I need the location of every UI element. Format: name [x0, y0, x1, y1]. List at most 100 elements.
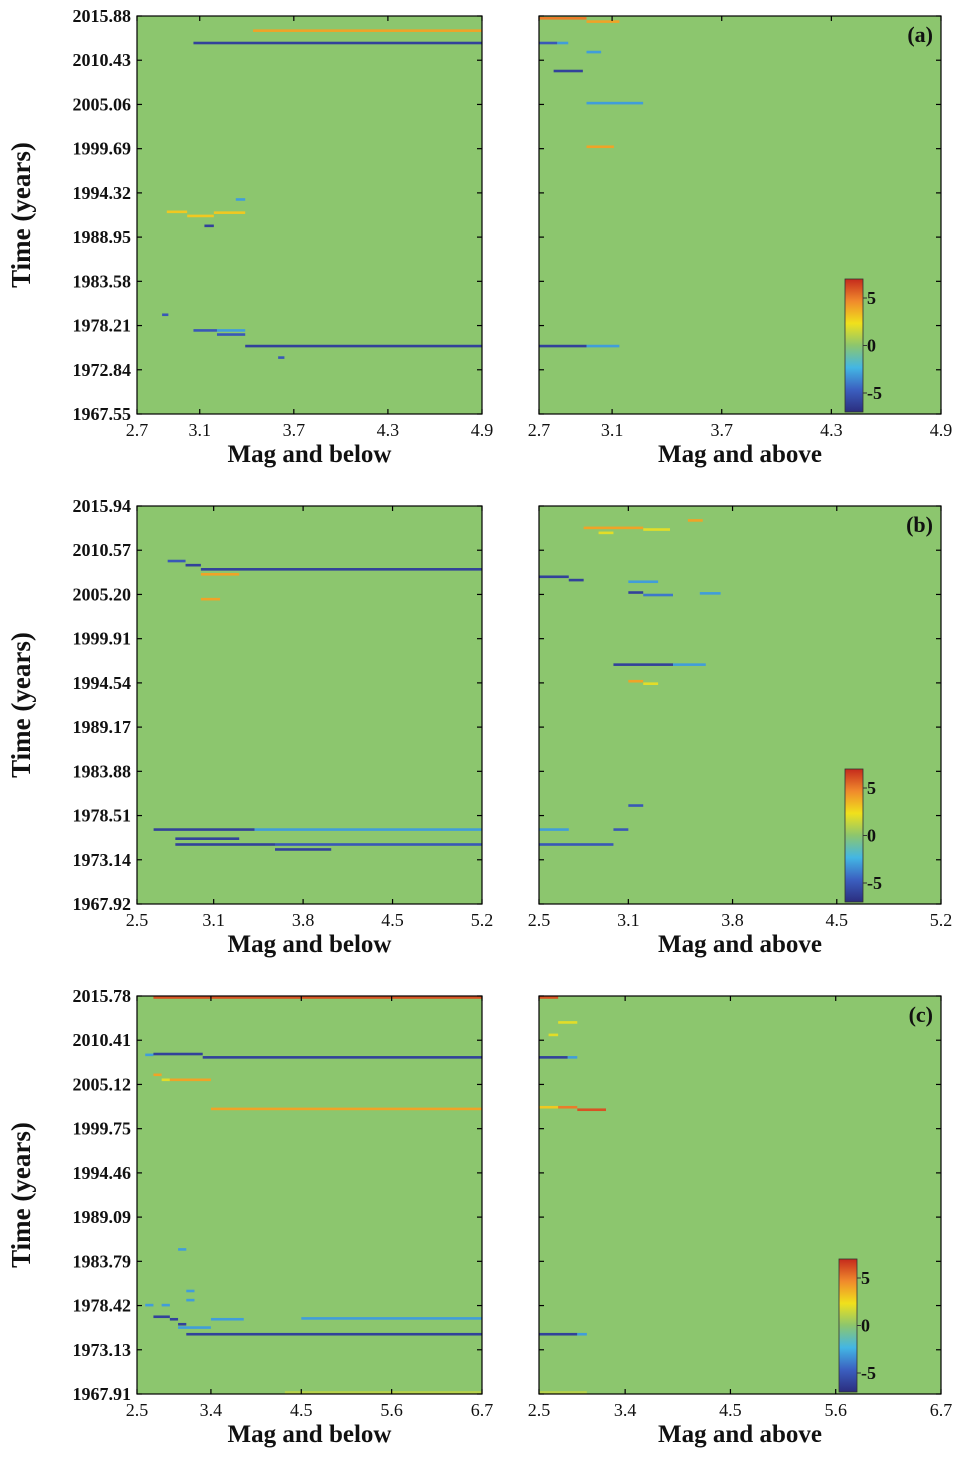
- y-tick-label: 1972.84: [73, 360, 132, 380]
- y-tick-label: 1983.58: [73, 271, 132, 291]
- heat-segment: [557, 41, 569, 45]
- heat-segment: [539, 828, 569, 831]
- panel-label: (b): [906, 512, 933, 537]
- x-axis-label: Mag and above: [658, 441, 822, 468]
- heat-segment: [628, 804, 644, 807]
- x-tick-label: 2.7: [126, 420, 149, 440]
- heat-segment: [586, 50, 602, 54]
- heat-segment: [145, 1303, 154, 1307]
- x-tick-label: 5.6: [380, 1400, 403, 1420]
- x-tick-label: 4.3: [820, 420, 843, 440]
- y-tick-label: 2005.06: [73, 94, 132, 114]
- heat-segment: [628, 591, 644, 594]
- colorbar-tick-label: 5: [861, 1268, 870, 1288]
- heat-segment: [254, 828, 482, 831]
- panel-b-above: 2.5 3.1 3.8 4.5 5.2 Mag and above (b) 5 0 -5: [528, 505, 953, 958]
- heat-segment: [200, 568, 482, 571]
- heat-segment: [153, 996, 482, 999]
- heat-segment: [568, 578, 584, 582]
- y-tick-label: 1999.91: [73, 629, 132, 649]
- heat-segment: [586, 145, 614, 149]
- heat-segment: [577, 1332, 587, 1336]
- heat-segment: [193, 41, 483, 45]
- colorbar: [838, 1258, 858, 1393]
- x-tick-label: 2.5: [126, 1400, 149, 1420]
- panel-label: (c): [909, 1002, 933, 1027]
- heat-segment: [598, 531, 614, 535]
- heat-segment: [186, 1298, 195, 1302]
- x-tick-label: 3.8: [292, 910, 315, 930]
- y-tick-label: 1967.91: [73, 1384, 132, 1404]
- heat-segment: [216, 329, 246, 332]
- y-axis-label: Time (years): [6, 142, 36, 288]
- heat-segment: [185, 563, 201, 567]
- colorbar-tick-label: 0: [867, 826, 876, 846]
- heat-segment: [539, 996, 559, 999]
- panel-c-above: 2.5 3.4 4.5 5.6 6.7 Mag and above (c) 5 0 -5: [528, 995, 953, 1448]
- x-axis-label: Mag and above: [658, 1421, 822, 1448]
- heat-segment: [586, 101, 644, 105]
- heat-segment: [586, 344, 620, 348]
- heat-segment: [539, 575, 569, 579]
- heat-segment: [284, 1391, 482, 1394]
- x-tick-label: 3.1: [188, 420, 211, 440]
- y-tick-label: 2005.12: [73, 1074, 132, 1094]
- x-tick-label: 4.5: [381, 910, 404, 930]
- x-axis-label: Mag and below: [228, 441, 392, 468]
- heat-segment: [539, 1332, 578, 1336]
- y-tick-label: 1989.17: [73, 717, 132, 737]
- x-tick-label: 4.3: [377, 420, 400, 440]
- y-tick-label: 1989.09: [73, 1207, 132, 1227]
- colorbar: [844, 278, 864, 413]
- heat-segment: [210, 1107, 482, 1111]
- heat-segment: [548, 1033, 559, 1037]
- heat-segment: [673, 663, 706, 666]
- heat-segment: [245, 344, 482, 348]
- heat-segment: [153, 828, 255, 831]
- heat-segment: [301, 1317, 482, 1320]
- panel-b-above-frame: [538, 505, 942, 905]
- x-tick-label: 3.7: [283, 420, 306, 440]
- heat-segment: [628, 580, 659, 584]
- x-tick-label: 3.4: [614, 1400, 637, 1420]
- y-tick-label: 1978.21: [73, 316, 132, 336]
- y-tick-label: 1999.69: [73, 139, 132, 159]
- x-tick-label: 4.9: [471, 420, 494, 440]
- x-tick-label: 5.2: [930, 910, 953, 930]
- heat-segment: [539, 17, 587, 20]
- y-axis-label: Time (years): [6, 1122, 36, 1268]
- heat-segment: [687, 519, 703, 522]
- heat-segment: [204, 224, 214, 228]
- heat-segment: [539, 843, 614, 846]
- colorbar-tick-label: 5: [867, 288, 876, 308]
- y-tick-label: 1994.54: [73, 673, 132, 693]
- x-tick-label: 2.5: [126, 910, 149, 930]
- y-tick-label: 1983.88: [73, 761, 132, 781]
- panel-b-below-frame: [136, 505, 483, 905]
- heat-segment: [628, 679, 644, 683]
- colorbar-tick-label: 0: [867, 336, 876, 356]
- heat-segment: [175, 843, 275, 846]
- heat-segment: [253, 29, 482, 32]
- heat-segment: [583, 526, 644, 530]
- heat-segment: [278, 356, 285, 359]
- heat-segment: [643, 528, 671, 531]
- heat-segment: [175, 837, 240, 840]
- x-tick-label: 4.5: [719, 1400, 742, 1420]
- heat-segment: [162, 313, 169, 317]
- y-tick-label: 2010.41: [73, 1030, 132, 1050]
- panel-c-above-frame: [538, 995, 942, 1395]
- heat-segment: [169, 1317, 179, 1321]
- heat-segment: [145, 1053, 154, 1057]
- heat-segment: [699, 592, 721, 595]
- heat-segment: [213, 211, 246, 214]
- y-tick-label: 1983.79: [73, 1251, 132, 1271]
- x-tick-label: 6.7: [930, 1400, 953, 1420]
- heat-segment: [178, 1326, 211, 1329]
- panel-a-below-frame: [136, 15, 483, 415]
- heat-segment: [210, 1317, 244, 1321]
- heat-segment: [193, 329, 217, 332]
- heat-segment: [216, 333, 246, 336]
- heat-segment: [577, 1108, 606, 1112]
